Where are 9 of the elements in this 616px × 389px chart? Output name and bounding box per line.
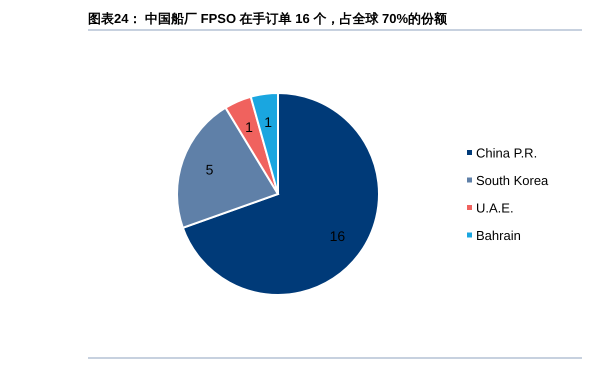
data-label: 16: [330, 228, 346, 244]
legend-label: U.A.E.: [476, 200, 514, 216]
data-label: 5: [206, 162, 214, 178]
data-label: 1: [264, 114, 272, 130]
legend-label: Bahrain: [476, 228, 521, 244]
legend-label: South Korea: [476, 173, 550, 188]
legend-label: China P.R.: [476, 146, 538, 161]
chart-title: 图表24： 中国船厂 FPSO 在手订单 16 个，占全球 70%的份额: [88, 11, 448, 26]
data-label: 1: [245, 119, 254, 136]
